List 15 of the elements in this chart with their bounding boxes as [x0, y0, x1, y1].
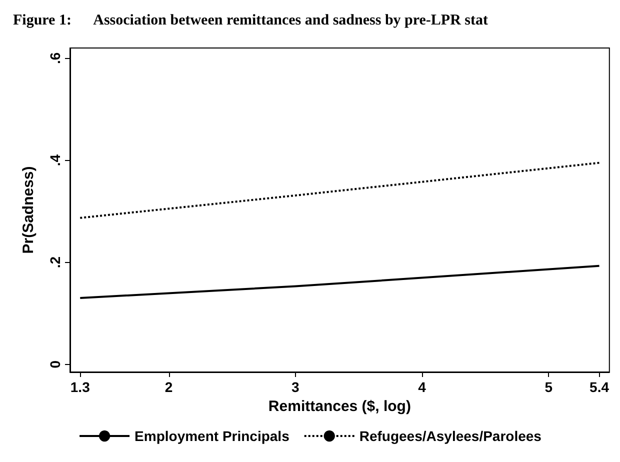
chart-title: Figure 1: Association between remittances and sadness by pre-LPR stat: [13, 12, 488, 28]
x-axis-title: Remittances ($, log): [268, 398, 411, 415]
x-tick-label: 1.3: [70, 379, 90, 395]
y-tick-label: .4: [47, 154, 63, 166]
legend-label: Refugees/Asylees/Parolees: [359, 428, 542, 444]
x-tick-label: 5.4: [590, 379, 610, 395]
x-tick-label: 3: [291, 379, 300, 395]
y-tick-label: .6: [47, 52, 63, 64]
x-tick-label: 4: [418, 379, 426, 395]
x-tick-label: 5: [544, 379, 553, 395]
y-tick-label: 0: [47, 360, 63, 368]
x-tick-label: 2: [164, 379, 173, 395]
legend-label: Employment Principals: [134, 428, 290, 444]
y-tick-label: .2: [47, 256, 63, 268]
y-axis-title: Pr(Sadness): [20, 166, 37, 254]
